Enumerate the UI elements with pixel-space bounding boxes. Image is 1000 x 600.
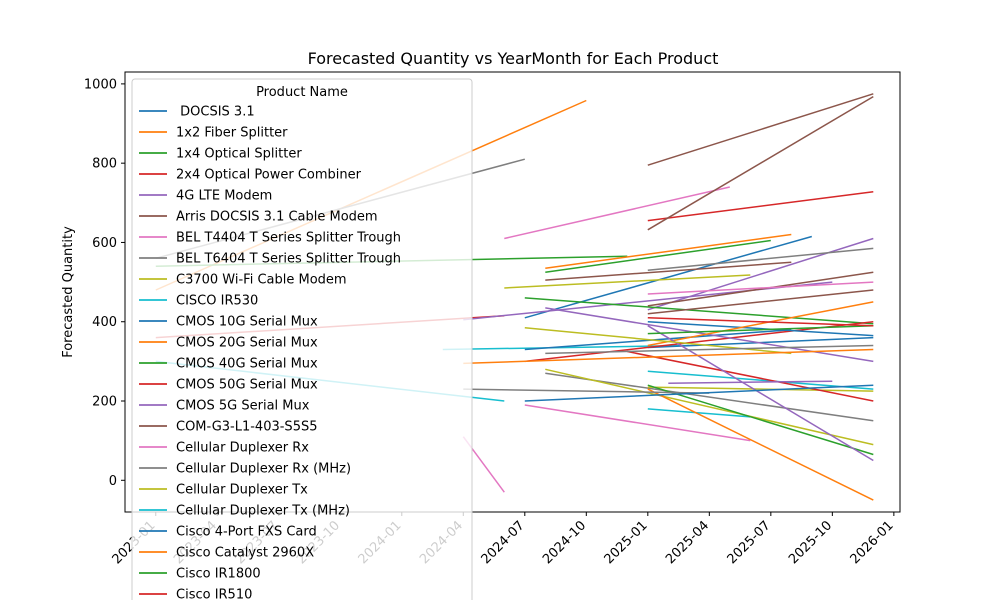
- series-line-19: [647, 408, 751, 418]
- series-line-30: [647, 301, 874, 347]
- series-line-0: [524, 235, 813, 319]
- legend-label-2: 1x4 Optical Splitter: [176, 147, 302, 162]
- series-line-34: [647, 271, 874, 307]
- series-line-4: [463, 281, 833, 321]
- legend-label-14: CMOS 5G Serial Mux: [176, 399, 310, 414]
- legend: Product Name DOCSIS 3.1 1x2 Fiber Splitte…: [131, 78, 473, 600]
- series-line-26: [647, 247, 874, 271]
- legend-label-5: Arris DOCSIS 3.1 Cable Modem: [176, 210, 378, 225]
- series-line-15: [647, 95, 874, 231]
- series-line-43: [668, 380, 833, 384]
- series-line-24: [545, 307, 874, 363]
- series-line-6: [504, 186, 730, 240]
- series-line-36: [463, 388, 710, 394]
- series-line-42: [647, 317, 874, 327]
- x-tick-label-8: 2025-01: [602, 518, 651, 567]
- series-line-20: [524, 328, 792, 351]
- series-line-11: [545, 233, 792, 269]
- series-line-22: [524, 297, 874, 325]
- y-axis-label: Forecasted Quantity: [61, 226, 76, 358]
- series-line-14: [647, 237, 874, 311]
- series-line-21: [647, 388, 874, 501]
- legend-label-13: CMOS 50G Serial Mux: [176, 378, 318, 393]
- legend-label-7: BEL T6404 T Series Splitter Trough: [176, 252, 401, 267]
- legend-label-16: Cellular Duplexer Rx: [176, 441, 309, 456]
- series-line-46: [545, 344, 874, 355]
- legend-label-18: Cellular Duplexer Tx: [176, 483, 308, 498]
- legend-label-1: 1x2 Fiber Splitter: [176, 126, 288, 141]
- legend-title: Product Name: [256, 85, 348, 100]
- legend-label-20: Cisco 4-Port FXS Card: [176, 525, 317, 540]
- series-line-18: [545, 368, 874, 446]
- series-line-44: [647, 289, 874, 315]
- series-line-32: [627, 350, 874, 402]
- y-tick-label-0: 0: [109, 474, 117, 489]
- legend-box: [131, 78, 473, 600]
- series-line-27: [647, 386, 874, 392]
- legend-label-12: CMOS 40G Serial Mux: [176, 357, 318, 372]
- legend-label-9: CISCO IR530: [176, 294, 258, 309]
- legend-label-6: BEL T4404 T Series Splitter Trough: [176, 231, 401, 246]
- x-tick-label-10: 2025-07: [725, 518, 774, 567]
- y-tick-label-2: 400: [92, 315, 117, 330]
- legend-label-10: CMOS 10G Serial Mux: [176, 315, 318, 330]
- series-line-39: [524, 384, 874, 402]
- series-line-16: [524, 404, 751, 442]
- y-tick-label-1: 200: [92, 395, 117, 410]
- y-tick-label-5: 1000: [84, 77, 117, 92]
- legend-label-11: CMOS 20G Serial Mux: [176, 336, 318, 351]
- legend-label-19: Cellular Duplexer Tx (MHz): [176, 504, 350, 519]
- y-axis-ticks: 0 200 400 600 800 1000: [84, 77, 125, 489]
- legend-label-23: Cisco IR510: [176, 588, 252, 600]
- plot-frame: [124, 71, 901, 513]
- legend-label-15: COM-G3-L1-403-S5S5: [176, 420, 317, 435]
- legend-label-21: Cisco Catalyst 2960X: [176, 546, 314, 561]
- series-line-25: [545, 261, 792, 281]
- y-tick-label-3: 600: [92, 236, 117, 251]
- series-line-13: [647, 190, 874, 222]
- legend-label-22: Cisco IR1800: [176, 567, 261, 582]
- series-line-45: [647, 281, 874, 295]
- x-tick-label-6: 2024-07: [479, 518, 528, 567]
- legend-label-3: 2x4 Optical Power Combiner: [176, 168, 362, 183]
- series-line-9: [442, 344, 689, 351]
- series-line-12: [545, 239, 771, 273]
- x-tick-label-12: 2026-01: [848, 518, 897, 567]
- series-line-8: [504, 274, 751, 289]
- series-line-33: [647, 325, 874, 462]
- y-tick-label-4: 800: [92, 157, 117, 172]
- series-line-31: [647, 384, 874, 456]
- x-tick-label-11: 2025-10: [786, 518, 835, 567]
- chart-title: Forecasted Quantity vs YearMonth for Eac…: [308, 49, 719, 68]
- legend-label-0: DOCSIS 3.1: [176, 105, 255, 120]
- legend-label-17: Cellular Duplexer Rx (MHz): [176, 462, 351, 477]
- series-line-29: [647, 320, 874, 337]
- series-line-5: [647, 93, 874, 166]
- series-line-41: [647, 324, 874, 335]
- x-tick-label-9: 2025-04: [663, 518, 712, 567]
- series-line-28: [647, 370, 874, 390]
- x-tick-label-7: 2024-10: [540, 518, 589, 567]
- legend-label-8: C3700 Wi-Fi Cable Modem: [176, 273, 347, 288]
- series-line-40: [463, 348, 874, 365]
- legend-label-4: 4G LTE Modem: [176, 189, 272, 204]
